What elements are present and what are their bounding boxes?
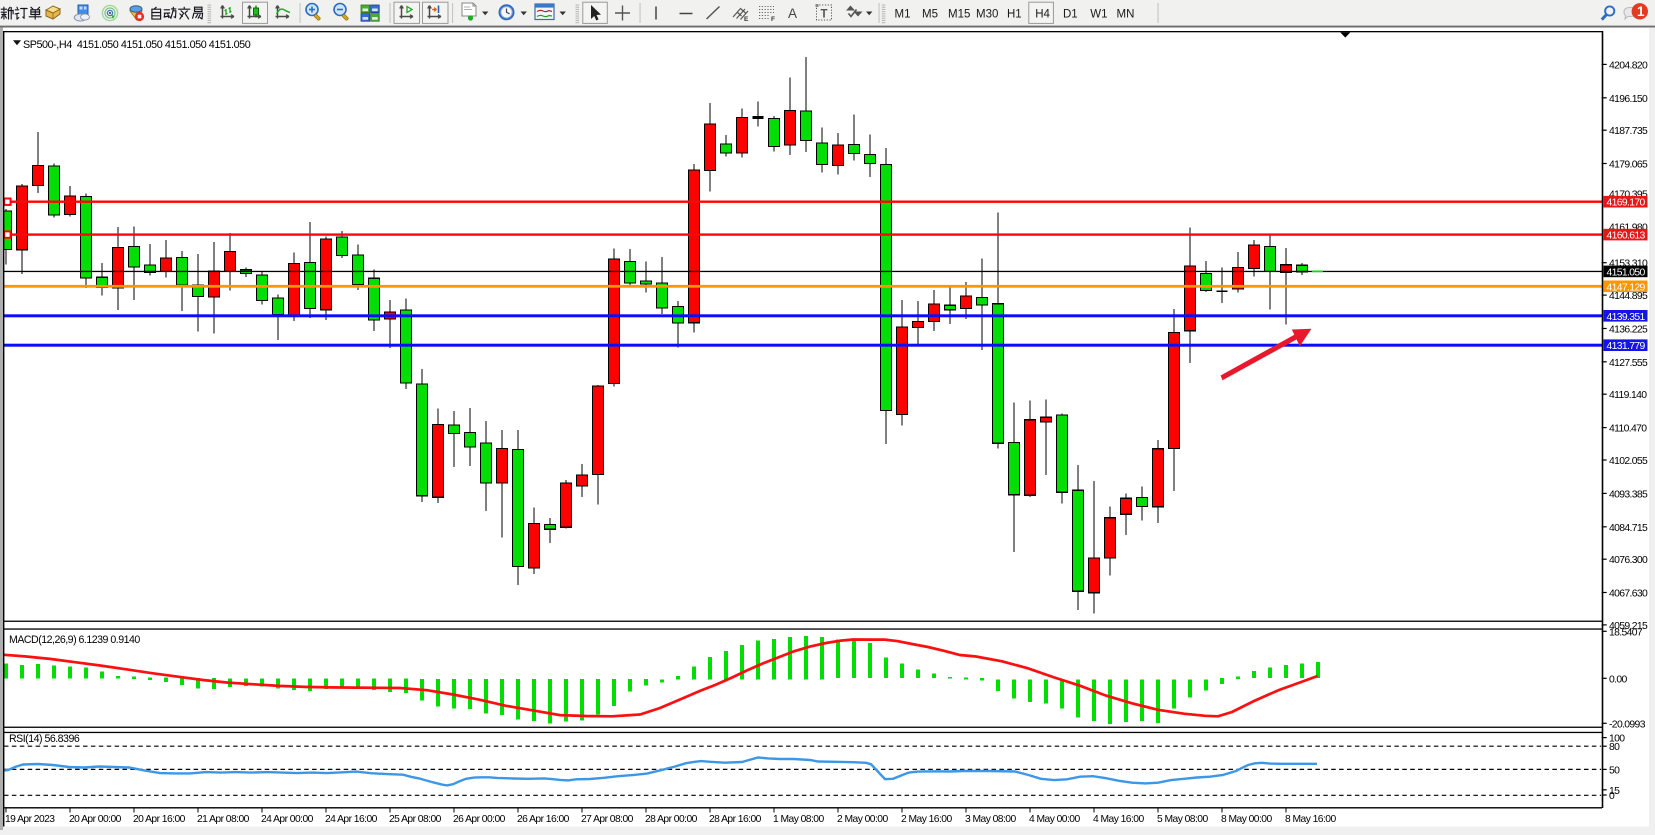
svg-text:18.5407: 18.5407 [1609,627,1643,638]
svg-text:24 Apr 00:00: 24 Apr 00:00 [261,814,314,825]
svg-text:4102.055: 4102.055 [1609,456,1648,467]
svg-text:MN: MN [1117,9,1135,21]
svg-text:T: T [821,8,828,20]
svg-text:4139.351: 4139.351 [1607,312,1646,323]
svg-text:H4: H4 [1035,9,1050,21]
svg-text:1 May 08:00: 1 May 08:00 [773,814,824,825]
svg-text:4151.050: 4151.050 [1607,267,1646,278]
svg-text:4067.630: 4067.630 [1609,589,1648,600]
svg-text:1: 1 [1637,4,1645,19]
svg-text:8 May 00:00: 8 May 00:00 [1221,814,1272,825]
svg-text:F: F [771,16,775,23]
svg-text:8 May 16:00: 8 May 16:00 [1285,814,1336,825]
svg-text:28 Apr 00:00: 28 Apr 00:00 [645,814,698,825]
svg-text:28 Apr 16:00: 28 Apr 16:00 [709,814,762,825]
svg-text:26 Apr 00:00: 26 Apr 00:00 [453,814,506,825]
svg-text:E: E [744,16,749,23]
svg-text:27 Apr 08:00: 27 Apr 08:00 [581,814,634,825]
svg-text:4110.470: 4110.470 [1609,424,1647,435]
svg-text:M1: M1 [895,9,911,21]
svg-text:SP500-,H4 4151.050 4151.050 4: SP500-,H4 4151.050 4151.050 4151.050 415… [23,39,251,51]
svg-text:H1: H1 [1007,9,1022,21]
svg-text:4 May 16:00: 4 May 16:00 [1093,814,1144,825]
svg-text:3 May 08:00: 3 May 08:00 [965,814,1016,825]
svg-text:A: A [788,6,797,21]
svg-text:2 May 16:00: 2 May 16:00 [901,814,952,825]
svg-text:4093.385: 4093.385 [1609,489,1648,500]
svg-text:4084.715: 4084.715 [1609,523,1648,534]
svg-text:4169.170: 4169.170 [1607,198,1646,209]
svg-text:4196.150: 4196.150 [1609,94,1648,105]
svg-text:RSI(14) 56.8396: RSI(14) 56.8396 [9,733,80,745]
svg-text:M30: M30 [976,9,998,21]
svg-text:19 Apr 2023: 19 Apr 2023 [5,814,55,825]
svg-text:2 May 00:00: 2 May 00:00 [837,814,888,825]
svg-text:21 Apr 08:00: 21 Apr 08:00 [197,814,250,825]
svg-text:D1: D1 [1063,9,1078,21]
svg-text:-20.0993: -20.0993 [1609,719,1646,730]
svg-text:W1: W1 [1090,9,1107,21]
svg-text:4 May 00:00: 4 May 00:00 [1029,814,1080,825]
svg-text:50: 50 [1609,765,1620,776]
svg-text:80: 80 [1609,742,1620,753]
svg-text:M15: M15 [948,9,970,21]
svg-text:4131.779: 4131.779 [1607,341,1646,352]
svg-text:4160.613: 4160.613 [1607,231,1646,242]
svg-text:MACD(12,26,9) 6.1239 0.9140: MACD(12,26,9) 6.1239 0.9140 [9,634,140,646]
svg-text:4076.300: 4076.300 [1609,555,1648,566]
svg-text:24 Apr 16:00: 24 Apr 16:00 [325,814,378,825]
svg-text:4136.225: 4136.225 [1609,325,1648,336]
svg-text:4187.735: 4187.735 [1609,126,1648,137]
svg-text:4204.820: 4204.820 [1609,60,1648,71]
svg-text:20 Apr 16:00: 20 Apr 16:00 [133,814,186,825]
svg-text:5 May 08:00: 5 May 08:00 [1157,814,1208,825]
svg-text:0.00: 0.00 [1609,674,1627,685]
svg-text:20 Apr 00:00: 20 Apr 00:00 [69,814,122,825]
svg-text:0: 0 [1609,791,1615,802]
svg-text:25 Apr 08:00: 25 Apr 08:00 [389,814,442,825]
svg-text:4144.895: 4144.895 [1609,291,1648,302]
svg-text:M5: M5 [922,9,938,21]
svg-text:4179.065: 4179.065 [1609,160,1648,171]
svg-text:4127.555: 4127.555 [1609,358,1648,369]
svg-text:26 Apr 16:00: 26 Apr 16:00 [517,814,570,825]
svg-text:4119.140: 4119.140 [1609,390,1647,401]
